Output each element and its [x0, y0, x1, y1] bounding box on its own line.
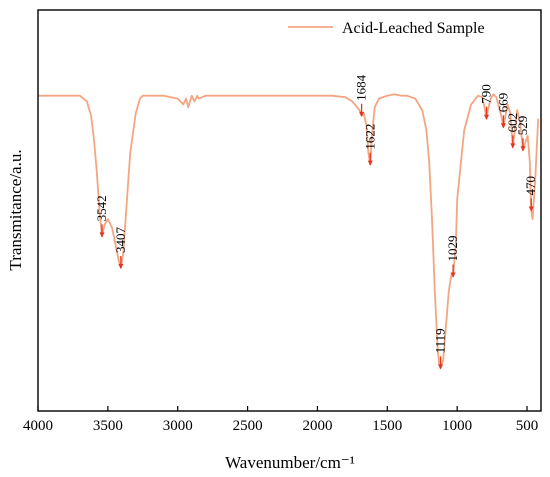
peak-arrowhead-602	[510, 143, 516, 149]
peak-arrowhead-3407	[118, 263, 124, 269]
x-axis-title: Wavenumber/cm⁻¹	[225, 453, 355, 472]
plot-frame	[37, 9, 542, 412]
x-axis-ticks: 4000 3500 3000 2500 2000 1500 1000 500	[23, 406, 538, 434]
peak-arrowhead-1029	[450, 272, 456, 278]
peak-arrowhead-3542	[99, 232, 105, 238]
y-axis-title: Transmitance/a.u.	[6, 149, 25, 270]
peak-arrowhead-669	[500, 123, 506, 129]
series-line-0	[38, 93, 540, 370]
x-tick-label: 2500	[233, 418, 263, 434]
x-tick-label: 3000	[163, 418, 193, 434]
plot-area-background	[38, 10, 541, 411]
peak-label-470: 470	[523, 176, 538, 196]
peak-arrowhead-470	[528, 206, 534, 212]
peak-arrowhead-1119	[438, 364, 444, 370]
peak-label-3542: 3542	[94, 195, 109, 221]
x-tick-label: 3500	[93, 418, 123, 434]
peak-label-1119: 1119	[433, 328, 448, 353]
peak-label-1622: 1622	[362, 124, 377, 150]
x-tick-label: 2000	[302, 418, 332, 434]
peak-label-669: 669	[495, 93, 510, 113]
peak-label-602: 602	[505, 113, 520, 133]
peak-label-3407: 3407	[113, 226, 128, 253]
x-tick-label: 500	[516, 418, 539, 434]
legend-label: Acid-Leached Sample	[342, 20, 485, 37]
peak-arrowhead-1684	[359, 111, 365, 117]
series-layer	[38, 93, 540, 370]
peak-label-1684: 1684	[354, 74, 369, 101]
peak-label-790: 790	[479, 84, 494, 104]
peak-label-529: 529	[515, 116, 530, 136]
x-tick-label: 1000	[442, 418, 472, 434]
x-tick-label: 4000	[23, 418, 53, 434]
peak-arrowhead-529	[520, 146, 526, 152]
peak-label-1029: 1029	[445, 236, 460, 262]
legend: Acid-Leached Sample	[288, 20, 485, 37]
peak-arrowhead-1622	[367, 160, 373, 166]
peak-arrowhead-790	[484, 114, 490, 120]
x-tick-label: 1500	[372, 418, 402, 434]
